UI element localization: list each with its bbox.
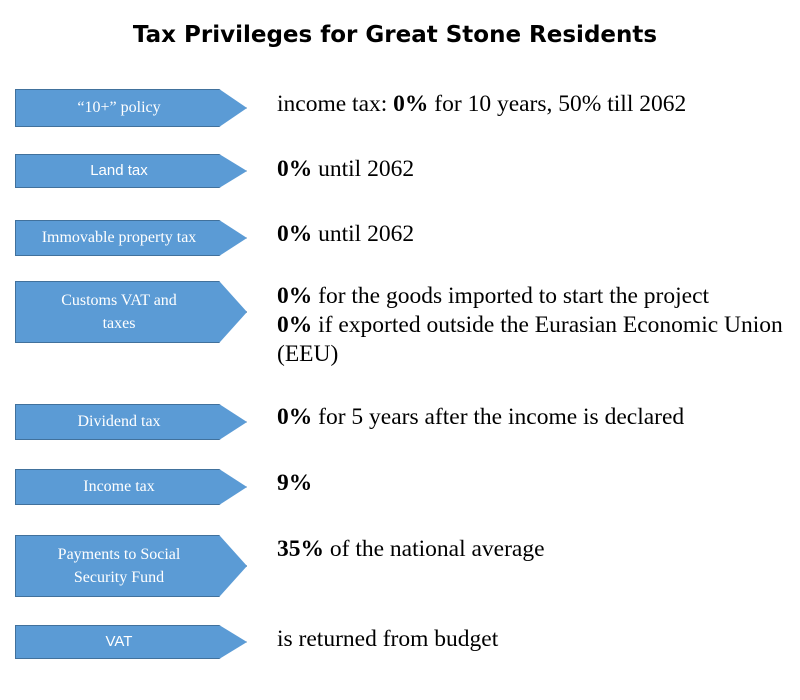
arrow-label-vat: VAT — [15, 625, 247, 659]
description-social-security: 35% of the national average — [277, 535, 792, 564]
arrow-label-10-plus-policy: “10+” policy — [15, 89, 247, 127]
arrow-label-text: Dividend tax — [77, 413, 161, 431]
description-line: 9% — [277, 469, 792, 498]
description-income-tax: 9% — [277, 469, 792, 498]
description-line: 0% until 2062 — [277, 155, 792, 184]
description-line: 0% until 2062 — [277, 220, 792, 249]
arrow-label-customs-vat: Customs VAT and taxes — [15, 281, 247, 343]
description-10-plus-policy: income tax: 0% for 10 years, 50% till 20… — [277, 90, 792, 119]
page-title: Tax Privileges for Great Stone Residents — [132, 22, 658, 48]
arrow-label-income-tax: Income tax — [15, 469, 247, 505]
arrow-label-text: Land tax — [90, 162, 148, 180]
description-line: 0% for 5 years after the income is decla… — [277, 403, 792, 432]
description-line: income tax: 0% for 10 years, 50% till 20… — [277, 90, 792, 119]
description-immovable-property-tax: 0% until 2062 — [277, 220, 792, 249]
description-line: 0% if exported outside the Eurasian Econ… — [277, 311, 792, 369]
arrow-label-text-block: Customs VAT and taxes — [61, 289, 177, 335]
description-customs-vat: 0% for the goods imported to start the p… — [277, 282, 792, 369]
arrow-label-line: taxes — [102, 315, 136, 332]
description-text: until 2062 — [312, 221, 415, 247]
description-dividend-tax: 0% for 5 years after the income is decla… — [277, 403, 792, 432]
description-bold-value: 0% — [277, 312, 313, 338]
arrow-label-text: Immovable property tax — [41, 229, 197, 247]
description-bold-value: 0% — [277, 283, 313, 309]
arrow-label-immovable-property-tax: Immovable property tax — [15, 220, 247, 256]
description-text: for the goods imported to start the proj… — [312, 283, 710, 309]
arrow-label-line: Customs VAT and — [61, 291, 177, 309]
description-text: for 10 years, 50% till 2062 — [428, 91, 687, 117]
description-land-tax: 0% until 2062 — [277, 155, 792, 184]
description-text: is returned from budget — [277, 626, 499, 652]
description-text: for 5 years after the income is declared — [312, 404, 685, 430]
description-vat: is returned from budget — [277, 625, 792, 654]
arrow-label-text: “10+” policy — [77, 99, 161, 117]
arrow-label-dividend-tax: Dividend tax — [15, 404, 247, 440]
description-text: income tax: — [277, 91, 394, 117]
description-text: until 2062 — [312, 156, 415, 182]
description-text: if exported outside the Eurasian Economi… — [277, 312, 783, 367]
description-text: of the national average — [324, 536, 545, 562]
arrow-label-text: VAT — [105, 633, 133, 651]
arrow-label-line: Security Fund — [73, 569, 165, 586]
arrow-label-text-block: Payments to Social Security Fund — [58, 543, 181, 589]
arrow-label-social-security: Payments to Social Security Fund — [15, 535, 247, 597]
description-bold-value: 0% — [277, 221, 313, 247]
description-line: 0% for the goods imported to start the p… — [277, 282, 792, 311]
description-line: is returned from budget — [277, 625, 792, 654]
description-bold-value: 0% — [277, 404, 313, 430]
description-bold-value: 0% — [393, 91, 429, 117]
arrow-label-line: Payments to Social — [57, 545, 181, 563]
description-bold-value: 35% — [277, 536, 324, 562]
description-bold-value: 0% — [277, 156, 313, 182]
arrow-label-text: Income tax — [83, 478, 155, 496]
description-bold-value: 9% — [277, 470, 313, 496]
description-line: 35% of the national average — [277, 535, 792, 564]
arrow-label-land-tax: Land tax — [15, 154, 247, 188]
